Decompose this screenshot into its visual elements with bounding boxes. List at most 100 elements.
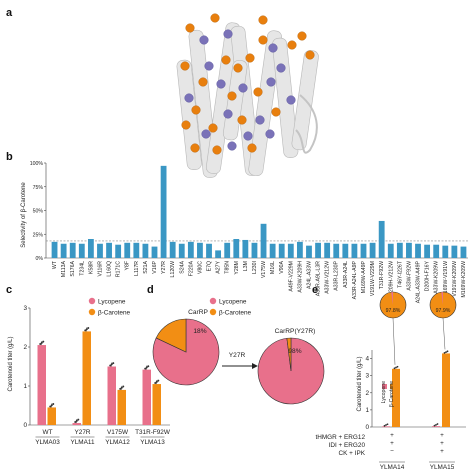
e-bar [382, 426, 390, 428]
b-bar [360, 243, 367, 258]
e-data-point [445, 351, 447, 354]
orange-sphere [297, 31, 307, 41]
e-y-tick-label: 2 [365, 390, 369, 397]
c-bar [47, 407, 56, 425]
panel-label-d: d [147, 284, 154, 296]
purple-sphere [199, 35, 209, 45]
titer-bar-chart-c: Carotenoid titer (g/L) 0 1 2 3 WT YLMA03 Y27R Y… [8, 297, 171, 446]
b-bar [378, 220, 385, 258]
d-legend-label: Lycopene [219, 299, 247, 306]
b-x-tick-label: V191W-V229M [370, 261, 376, 296]
pie-charts-d: Lycopene β-Carotene 18% CarRP 98% CarRP(Y27R)… [152, 297, 325, 405]
c-legend-label: β-Carotene [98, 310, 131, 317]
c-bar [107, 366, 116, 425]
c-data-point [87, 327, 90, 329]
b-x-tick-label: V90A [279, 260, 285, 273]
e-x-tick-label: YLMA14 [380, 464, 405, 471]
d-pie-slice [286, 337, 292, 372]
b-bar [115, 244, 122, 258]
d-legend-label: β-Carotene [219, 310, 252, 317]
purple-sphere [286, 95, 296, 105]
e-condition-mark: + [390, 440, 394, 447]
e-condition-label: IDI + ERG20 [329, 442, 366, 449]
e-pie-connector [392, 317, 396, 365]
b-x-tick-label: L160Q [107, 261, 113, 277]
e-pie-connector [442, 317, 446, 350]
b-x-tick-label: A33W-K209H [297, 261, 303, 293]
d-pie-title: CarRP(Y27R) [275, 328, 316, 335]
panel-label-b: b [6, 151, 13, 163]
orange-sphere [212, 145, 222, 155]
helix-shape [248, 30, 283, 176]
e-data-point [435, 423, 437, 426]
c-data-point [52, 403, 55, 406]
b-x-tick-label: K209H-V212W [388, 261, 394, 296]
b-bar [387, 243, 394, 258]
c-data-point [85, 328, 88, 331]
c-y-tick-label: 0 [23, 422, 27, 429]
c-data-point [110, 363, 113, 366]
purple-sphere [227, 141, 237, 151]
b-bar [315, 242, 321, 258]
b-bar [106, 242, 112, 258]
b-y-tick-label: 75% [33, 185, 44, 191]
e-condition-mark: + [390, 432, 394, 439]
b-x-tick-label: S21A [143, 260, 149, 273]
d-arrow-head [252, 363, 258, 369]
b-bar [269, 243, 276, 258]
c-data-point [74, 421, 77, 424]
b-x-tick-label: S176A [70, 260, 76, 276]
c-strain-label: YLMA12 [105, 439, 130, 446]
b-x-tick-label: M16L [270, 261, 276, 274]
b-x-tick-label: A49F-V229M [288, 261, 294, 292]
b-bar [178, 243, 185, 258]
purple-sphere [255, 115, 265, 125]
purple-sphere [268, 43, 278, 53]
c-bar [142, 369, 151, 425]
b-bar [87, 239, 94, 258]
b-x-tick-label: D200H-F16Y [425, 260, 431, 291]
orange-sphere [180, 61, 190, 71]
b-x-tick-label: WT [52, 260, 58, 269]
orange-sphere [185, 23, 195, 33]
b-bar [97, 243, 103, 258]
c-x-tick-label: V175W [107, 429, 129, 436]
b-bar [296, 241, 303, 258]
b-x-tick-label: V175W [261, 261, 267, 278]
protein-structure-image [176, 13, 319, 178]
e-data-point [385, 424, 387, 426]
c-data-point [119, 387, 122, 390]
e-x-tick-label: YLMA15 [430, 464, 455, 471]
c-data-point [122, 385, 125, 388]
b-x-tick-label: M169W-K209W [461, 261, 467, 298]
c-data-point [50, 404, 53, 407]
helix-shape [222, 60, 248, 141]
b-bar [433, 244, 440, 258]
b-bar [187, 241, 194, 258]
b-x-tick-label: A24L-A33W-A49P [416, 260, 422, 303]
orange-sphere [210, 13, 220, 23]
c-data-point [40, 341, 43, 344]
c-x-tick-label: T31R-F92W [135, 429, 171, 436]
b-x-tick-label: M169W-V191W [443, 261, 449, 298]
orange-sphere [198, 77, 208, 87]
c-data-point [157, 379, 160, 382]
b-x-tick-label: L117R [134, 261, 140, 276]
b-y-axis-label: Selectivity of β-Carotene [21, 182, 27, 248]
c-data-point [144, 367, 147, 370]
b-bar [342, 243, 349, 258]
panel-label-a: a [6, 7, 13, 19]
c-strain-label: YLMA03 [35, 439, 60, 446]
purple-sphere [238, 83, 248, 93]
e-data-point [443, 352, 446, 354]
c-bar [152, 384, 161, 425]
b-x-tick-label: L120W [170, 261, 176, 278]
orange-sphere [247, 143, 257, 153]
e-condition-mark: − [390, 448, 394, 455]
e-data-point [436, 423, 439, 425]
c-strain-label: YLMA13 [140, 439, 165, 446]
e-pie-slice [441, 292, 443, 305]
e-data-point [393, 367, 396, 370]
b-bar [287, 243, 294, 258]
